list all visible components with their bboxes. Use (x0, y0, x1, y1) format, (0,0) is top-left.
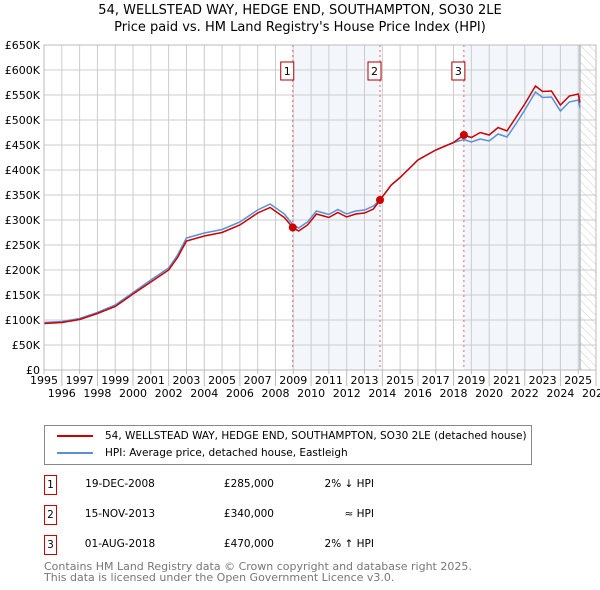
sale-badge: 2 (44, 505, 57, 525)
sale-label: 1 (284, 65, 291, 78)
x-tick-label: 2022 (511, 387, 539, 400)
y-tick-label: £450K (5, 139, 41, 152)
x-tick-label: 1995 (30, 374, 58, 387)
price-line (43, 84, 581, 325)
x-tick-label: 1999 (101, 374, 129, 387)
sale-label-box (367, 61, 382, 81)
x-tick-label: 2010 (297, 387, 325, 400)
price-chart: £0 £50K £100K £150K £200K £250K £300K £350K £400… (5, 39, 600, 400)
y-tick-label: £50K (12, 339, 41, 352)
y-tick-label: £250K (5, 239, 41, 252)
plot-border (43, 44, 597, 371)
sale-hpi: ≈ HPI (344, 508, 374, 520)
sale-row: 2 15-NOV-2013 £340,000 ≈ HPI (44, 505, 544, 525)
y-tick-label: £100K (5, 314, 41, 327)
x-tick-label: 1996 (48, 387, 76, 400)
sale-badge: 3 (44, 535, 57, 555)
sale-badge: 1 (44, 475, 57, 495)
chart-subtitle: Price paid vs. HM Land Registry's House … (114, 20, 486, 35)
sale-point (376, 196, 385, 204)
chart-title: 54, WELLSTEAD WAY, HEDGE END, SOUTHAMPTO… (98, 3, 502, 18)
y-tick-label: £200K (5, 264, 41, 277)
x-tick-label: 2014 (368, 387, 396, 400)
legend-hpi: HPI: Average price, detached house, East… (105, 447, 348, 459)
x-tick-label: 2026 (582, 387, 600, 400)
x-tick-label: 1997 (66, 374, 94, 387)
sale-hpi: 2% ↓ HPI (324, 478, 374, 490)
legend-red-line (57, 435, 93, 437)
sale-label: 3 (455, 65, 462, 78)
y-tick-label: £300K (5, 214, 41, 227)
sale-row: 3 01-AUG-2018 £470,000 2% ↑ HPI (44, 535, 544, 555)
x-tick-label: 2015 (386, 374, 414, 387)
x-tick-label: 2008 (261, 387, 289, 400)
y-tick-label: £600K (5, 64, 41, 77)
forecast-hatch (579, 45, 596, 370)
sale-price: £340,000 (223, 508, 274, 520)
x-tick-label: 2013 (351, 374, 379, 387)
x-tick-label: 2012 (333, 387, 361, 400)
x-tick-label: 2011 (315, 374, 343, 387)
legend-property: 54, WELLSTEAD WAY, HEDGE END, SOUTHAMPTO… (105, 430, 527, 442)
sale-row: 1 19-DEC-2008 £285,000 2% ↓ HPI (44, 475, 544, 495)
x-tick-label: 2020 (475, 387, 503, 400)
y-tick-label: £0 (26, 364, 40, 377)
x-tick-label: 2025 (564, 374, 592, 387)
y-tick-label: £650K (5, 39, 41, 52)
hpi-line (43, 90, 581, 324)
y-tick-label: £550K (5, 89, 41, 102)
x-tick-label: 2007 (244, 374, 272, 387)
shaded-band (463, 45, 580, 370)
sale-price: £470,000 (223, 538, 274, 550)
x-tick-label: 2000 (119, 387, 147, 400)
x-tick-label: 2023 (529, 374, 557, 387)
sale-point (288, 223, 297, 232)
x-tick-label: 2009 (279, 374, 307, 387)
x-tick-label: 2002 (155, 387, 183, 400)
y-tick-label: £350K (5, 189, 41, 202)
x-tick-label: 2004 (190, 387, 218, 400)
sale-date: 15-NOV-2013 (84, 508, 156, 520)
y-tick-label: £400K (5, 164, 41, 177)
x-tick-label: 2017 (422, 374, 450, 387)
x-tick-label: 2003 (172, 374, 200, 387)
sale-label: 2 (371, 65, 378, 78)
x-tick-label: 2001 (137, 374, 165, 387)
footer-line-1: Contains HM Land Registry data © Crown c… (44, 560, 472, 573)
x-tick-label: 2021 (493, 374, 521, 387)
x-tick-label: 1998 (83, 387, 111, 400)
y-tick-label: £500K (5, 114, 41, 127)
sale-label-box (451, 61, 466, 81)
x-tick-label: 2018 (440, 387, 468, 400)
footer: Contains HM Land Registry data © Crown c… (44, 561, 472, 583)
sale-price: £285,000 (223, 478, 274, 490)
sale-hpi: 2% ↑ HPI (324, 538, 374, 550)
sale-date: 01-AUG-2018 (84, 538, 156, 550)
sale-date: 19-DEC-2008 (85, 478, 155, 490)
x-tick-label: 2024 (546, 387, 574, 400)
footer-line-2: This data is licensed under the Open Gov… (44, 571, 395, 584)
sale-point (459, 131, 468, 139)
x-tick-label: 2016 (404, 387, 432, 400)
y-tick-label: £150K (5, 289, 41, 302)
x-tick-label: 2019 (457, 374, 485, 387)
sale-label-box (280, 61, 295, 81)
shaded-band (292, 45, 381, 370)
x-tick-label: 2006 (226, 387, 254, 400)
x-tick-label: 2005 (208, 374, 236, 387)
legend-blue-line (57, 452, 93, 454)
legend: 54, WELLSTEAD WAY, HEDGE END, SOUTHAMPTO… (44, 425, 532, 465)
